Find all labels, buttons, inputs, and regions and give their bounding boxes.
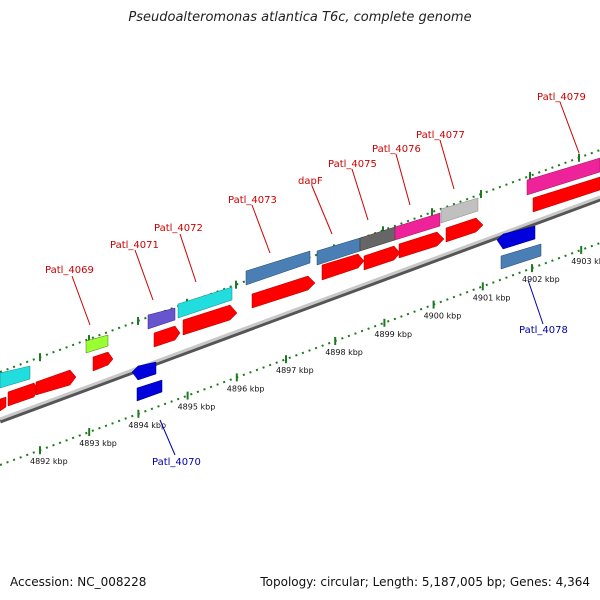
gene-block-patl-4071[interactable] — [147, 307, 176, 330]
gene-block-partial-red2[interactable] — [35, 369, 77, 396]
scale-tick-label: 4897 kbp — [276, 366, 314, 375]
gene-block-partial[interactable] — [0, 396, 7, 412]
gene-block-patl-4076[interactable] — [394, 212, 441, 241]
label-leaders — [71, 101, 580, 456]
scale-tick-label: 4900 kbp — [424, 312, 462, 321]
gene-block-patl-4073[interactable] — [245, 250, 311, 286]
gene-block-red-4075b[interactable] — [363, 245, 401, 271]
gene-label-patl-4072: Patl_4072 — [154, 223, 203, 234]
gene-block-red-4072b[interactable] — [182, 304, 238, 336]
lower-scale-track — [0, 242, 600, 466]
backbone-shadow — [0, 196, 600, 424]
gene-block-red-4076b[interactable] — [398, 231, 445, 259]
page-title: Pseudoalteromonas atlantica T6c, complet… — [128, 10, 472, 25]
gene-block-patl-4077[interactable] — [440, 197, 479, 224]
gene-block-partial-cyan[interactable] — [0, 365, 31, 389]
gene-block-patl-4078a[interactable] — [496, 225, 536, 250]
gene-block-red-4077b[interactable] — [445, 217, 484, 243]
gene-block-red-4073b[interactable] — [251, 275, 316, 309]
gene-label-patl-4079: Patl_4079 — [537, 92, 586, 103]
gene-blocks — [0, 157, 600, 412]
scale-tick-label: 4898 kbp — [325, 348, 363, 357]
scale-tick-label: 4899 kbp — [374, 330, 412, 339]
accession-text: Accession: NC_008228 — [10, 575, 147, 589]
gene-label-patl-4071: Patl_4071 — [110, 240, 159, 251]
gene-label-patl-4078: Patl_4078 — [519, 325, 568, 336]
gene-block-partial-red[interactable] — [7, 382, 39, 407]
backbone — [0, 195, 600, 421]
gene-block-patl-4072[interactable] — [177, 286, 233, 319]
scale-tick-label: 4894 kbp — [128, 421, 166, 430]
gene-label-patl-4076: Patl_4076 — [372, 144, 421, 155]
upper-scale-track — [0, 149, 600, 373]
gene-block-patl-4070a[interactable] — [131, 361, 157, 381]
gene-block-patl-4070b[interactable] — [136, 379, 163, 402]
gene-label-patl-4073: Patl_4073 — [228, 195, 277, 206]
gene-labels: Patl_4069 Patl_4071 Patl_4072 Patl_4073 … — [45, 92, 586, 468]
gene-block-red-4079b[interactable] — [532, 176, 600, 213]
scale-tick-label: 4895 kbp — [178, 403, 216, 412]
scale-tick-label: 4901 kbp — [473, 293, 511, 302]
gene-block-patl-4069[interactable] — [85, 334, 109, 354]
scale-tick-label: 4903 kbp — [571, 257, 600, 266]
tick-labels: 4892 kbp 4893 kbp 4894 kbp 4895 kbp 4896 kbp… — [30, 257, 600, 466]
gene-label-patl-4069: Patl_4069 — [45, 265, 94, 276]
gene-block-red-4069b[interactable] — [92, 351, 114, 372]
gene-block-red-4071b[interactable] — [153, 325, 181, 348]
gene-label-dapf: dapF — [298, 176, 323, 187]
gene-block-red-dapf-b[interactable] — [321, 253, 365, 281]
scale-tick-label: 4902 kbp — [522, 275, 560, 284]
gene-label-patl-4070: Patl_4070 — [152, 457, 201, 468]
scale-tick-label: 4892 kbp — [30, 457, 68, 466]
gene-label-patl-4077: Patl_4077 — [416, 130, 465, 141]
genome-stats-text: Topology: circular; Length: 5,187,005 bp… — [260, 575, 590, 589]
gene-label-patl-4075: Patl_4075 — [328, 159, 377, 170]
scale-tick-label: 4896 kbp — [227, 384, 265, 393]
scale-tick-label: 4893 kbp — [79, 439, 117, 448]
gene-block-patl-4078b[interactable] — [500, 243, 542, 270]
gene-block-patl-4079[interactable] — [526, 157, 600, 196]
